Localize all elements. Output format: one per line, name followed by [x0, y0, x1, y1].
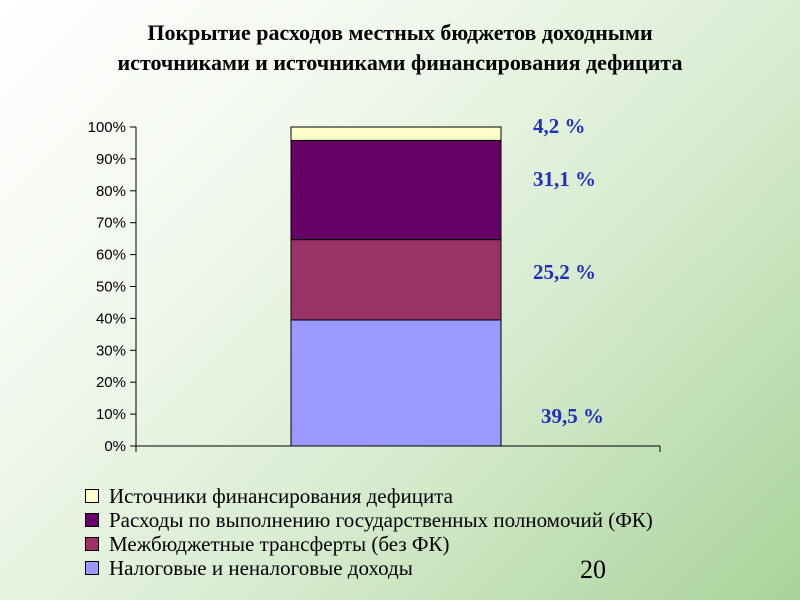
chart-title: Покрытие расходов местных бюджетов доход…: [20, 18, 780, 78]
chart-legend: Источники финансирования дефицита Расходы…: [85, 484, 653, 580]
y-tick-label: 60%: [96, 247, 126, 264]
data-label: 39,5 %: [541, 404, 604, 428]
stacked-bar-chart: 0% 10% 20% 30% 40% 50% 60% 70% 80% 90% 100% 39,5 % 2…: [88, 114, 661, 455]
legend-item: Источники финансирования дефицита: [85, 484, 653, 508]
legend-label: Расходы по выполнению государственных по…: [109, 507, 653, 532]
y-tick-label: 20%: [96, 374, 126, 391]
legend-item: Расходы по выполнению государственных по…: [85, 508, 653, 532]
legend-label: Источники финансирования дефицита: [109, 483, 453, 508]
chart-title-line-1: Покрытие расходов местных бюджетов доход…: [147, 20, 653, 45]
y-tick-label: 70%: [96, 215, 126, 232]
legend-swatch: [85, 513, 99, 527]
legend-item: Межбюджетные трансферты (без ФК): [85, 532, 653, 556]
legend-label: Межбюджетные трансферты (без ФК): [109, 531, 450, 556]
legend-swatch: [85, 561, 99, 575]
y-tick-label: 0%: [104, 438, 126, 455]
bar-segment: [290, 126, 502, 141]
legend-swatch: [85, 537, 99, 551]
legend-item: Налоговые и неналоговые доходы: [85, 556, 653, 580]
y-tick-label: 10%: [96, 406, 126, 423]
legend-label: Налоговые и неналоговые доходы: [109, 555, 413, 580]
y-tick-label: 80%: [96, 183, 126, 200]
slide-number: 20: [580, 555, 606, 584]
y-tick-label: 40%: [96, 310, 126, 327]
data-label: 4,2 %: [533, 114, 586, 138]
data-label: 31,1 %: [533, 167, 596, 191]
bar-segment: [290, 139, 502, 241]
bar-segment: [290, 239, 502, 321]
data-label: 25,2 %: [533, 260, 596, 284]
y-tick-label: 100%: [88, 119, 126, 136]
y-tick-label: 50%: [96, 279, 126, 296]
bar-segment: [290, 319, 502, 447]
chart-title-line-2: источниками и источниками финансирования…: [117, 50, 683, 75]
legend-swatch: [85, 489, 99, 503]
y-tick-label: 90%: [96, 151, 126, 168]
y-tick-label: 30%: [96, 342, 126, 359]
